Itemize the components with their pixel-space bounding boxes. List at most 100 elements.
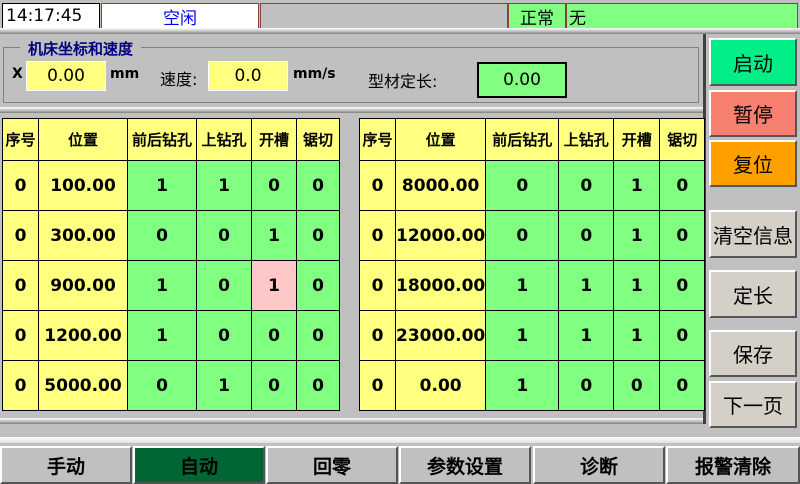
table-row: 0 5000.00 0 1 0 0: [2, 360, 340, 411]
divider: [0, 437, 800, 443]
divider: [0, 107, 703, 113]
save-button[interactable]: 保存: [709, 330, 797, 377]
cell-top-drill[interactable]: 1: [196, 360, 252, 411]
cell-saw[interactable]: 0: [659, 210, 706, 261]
cell-saw[interactable]: 0: [659, 260, 706, 311]
table-row: 0 23000.00 1 1 1 0: [359, 310, 706, 361]
coords-group: [3, 47, 699, 103]
cell-saw[interactable]: 0: [296, 310, 340, 361]
cell-index[interactable]: 0: [359, 260, 396, 311]
cell-top-drill[interactable]: 0: [558, 210, 615, 261]
nav-diagnosis[interactable]: 诊断: [533, 446, 665, 484]
cell-slot[interactable]: 1: [613, 160, 661, 211]
x-label: X: [12, 66, 23, 82]
cell-front-back-drill[interactable]: 1: [485, 260, 560, 311]
hole-table-right: 序号 位置 前后钻孔 上钻孔 开槽 锯切 0 8000.00 0 0 1 0 0 12000.00 0 0 1 0…: [359, 118, 706, 411]
cell-front-back-drill[interactable]: 1: [127, 310, 197, 361]
cell-index[interactable]: 0: [2, 210, 39, 261]
cell-top-drill[interactable]: 1: [558, 260, 615, 311]
cell-slot[interactable]: 1: [613, 210, 661, 261]
cell-index[interactable]: 0: [359, 360, 396, 411]
table-row: 0 0.00 1 0 0 0: [359, 360, 706, 411]
nav-auto[interactable]: 自动: [133, 446, 265, 484]
cell-position[interactable]: 900.00: [38, 260, 128, 311]
header-index: 序号: [359, 118, 396, 161]
cell-saw[interactable]: 0: [659, 160, 706, 211]
table-header: 序号 位置 前后钻孔 上钻孔 开槽 锯切: [2, 118, 340, 161]
cell-slot[interactable]: 0: [251, 310, 297, 361]
header-saw: 锯切: [296, 118, 340, 161]
next-page-button[interactable]: 下一页: [709, 381, 797, 428]
cell-top-drill[interactable]: 1: [196, 160, 252, 211]
header-position: 位置: [38, 118, 128, 161]
cell-position[interactable]: 100.00: [38, 160, 128, 211]
cell-slot[interactable]: 0: [251, 160, 297, 211]
cell-front-back-drill[interactable]: 0: [485, 210, 560, 261]
cell-top-drill[interactable]: 1: [558, 310, 615, 361]
cell-saw[interactable]: 0: [659, 310, 706, 361]
divider: [0, 418, 703, 424]
cell-saw[interactable]: 0: [296, 360, 340, 411]
header-slot: 开槽: [251, 118, 297, 161]
cell-index[interactable]: 0: [2, 260, 39, 311]
table-header: 序号 位置 前后钻孔 上钻孔 开槽 锯切: [359, 118, 706, 161]
cell-slot[interactable]: 1: [251, 210, 297, 261]
cell-index[interactable]: 0: [2, 310, 39, 361]
nav-clear-alarm[interactable]: 报警清除: [666, 446, 800, 484]
header-slot: 开槽: [613, 118, 661, 161]
cell-index[interactable]: 0: [359, 160, 396, 211]
cell-position[interactable]: 18000.00: [394, 260, 487, 311]
cell-saw[interactable]: 0: [296, 260, 340, 311]
cell-top-drill[interactable]: 0: [196, 310, 252, 361]
cell-position[interactable]: 0.00: [394, 360, 487, 411]
fixed-length-button[interactable]: 定长: [709, 270, 797, 318]
cell-saw[interactable]: 0: [296, 210, 340, 261]
cell-position[interactable]: 5000.00: [38, 360, 128, 411]
nav-manual[interactable]: 手动: [0, 446, 132, 484]
cell-front-back-drill[interactable]: 1: [127, 260, 197, 311]
time-display: 14:17:45: [2, 3, 100, 29]
header-top-drill: 上钻孔: [558, 118, 615, 161]
cell-position[interactable]: 8000.00: [394, 160, 487, 211]
cell-front-back-drill[interactable]: 1: [485, 360, 560, 411]
health-status: 正常: [508, 3, 566, 29]
cell-slot[interactable]: 1: [251, 260, 297, 311]
cell-slot[interactable]: 1: [613, 310, 661, 361]
cell-index[interactable]: 0: [2, 360, 39, 411]
cell-front-back-drill[interactable]: 0: [127, 360, 197, 411]
pause-button[interactable]: 暂停: [709, 90, 797, 137]
table-row: 0 12000.00 0 0 1 0: [359, 210, 706, 261]
cell-position[interactable]: 12000.00: [394, 210, 487, 261]
cell-front-back-drill[interactable]: 1: [127, 160, 197, 211]
alarm-status: 无: [566, 3, 798, 29]
cell-saw[interactable]: 0: [659, 360, 706, 411]
cell-index[interactable]: 0: [2, 160, 39, 211]
cell-top-drill[interactable]: 0: [196, 210, 252, 261]
cell-slot[interactable]: 0: [613, 360, 661, 411]
header-position: 位置: [394, 118, 487, 161]
cell-saw[interactable]: 0: [296, 160, 340, 211]
cell-top-drill[interactable]: 0: [196, 260, 252, 311]
cell-position[interactable]: 300.00: [38, 210, 128, 261]
nav-home[interactable]: 回零: [266, 446, 398, 484]
cell-front-back-drill[interactable]: 0: [127, 210, 197, 261]
state-display: 空闲: [101, 3, 259, 29]
speed-unit: mm/s: [293, 66, 336, 82]
cell-index[interactable]: 0: [359, 310, 396, 361]
cell-top-drill[interactable]: 0: [558, 360, 615, 411]
cell-position[interactable]: 1200.00: [38, 310, 128, 361]
nav-parameters[interactable]: 参数设置: [399, 446, 531, 484]
cell-index[interactable]: 0: [359, 210, 396, 261]
cell-position[interactable]: 23000.00: [394, 310, 487, 361]
clear-info-button[interactable]: 清空信息: [709, 210, 797, 258]
cell-top-drill[interactable]: 0: [558, 160, 615, 211]
table-row: 0 18000.00 1 1 1 0: [359, 260, 706, 311]
reset-button[interactable]: 复位: [709, 140, 797, 187]
cell-front-back-drill[interactable]: 0: [485, 160, 560, 211]
cell-slot[interactable]: 1: [613, 260, 661, 311]
start-button[interactable]: 启动: [709, 38, 797, 86]
header-index: 序号: [2, 118, 39, 161]
table-row: 0 1200.00 1 0 0 0: [2, 310, 340, 361]
cell-front-back-drill[interactable]: 1: [485, 310, 560, 361]
cell-slot[interactable]: 0: [251, 360, 297, 411]
